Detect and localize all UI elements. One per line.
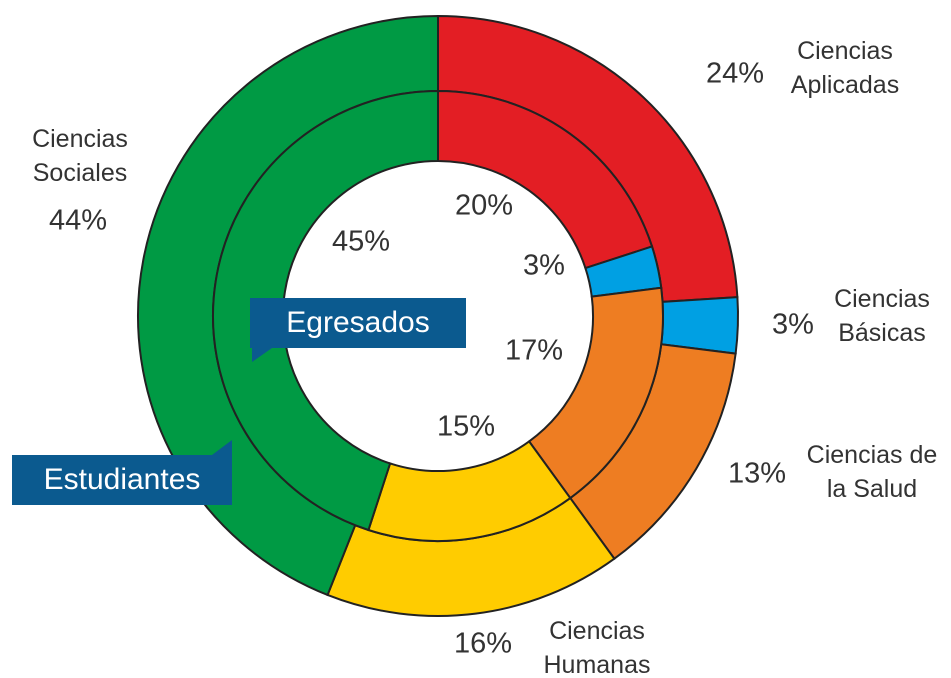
value-label: 13%: [728, 458, 786, 490]
rings: [137, 14, 739, 617]
category-line: Aplicadas: [791, 71, 899, 99]
value-label: 24%: [706, 58, 764, 90]
value-label: 17%: [505, 335, 563, 367]
category-label: Ciencias Básicas: [834, 285, 930, 347]
category-line: Sociales: [33, 159, 128, 187]
estudiantes-callout: Estudiantes: [12, 440, 232, 505]
category-line: Ciencias: [797, 37, 893, 65]
value-label: 15%: [437, 411, 495, 443]
value-label: 3%: [523, 250, 565, 282]
category-line: Ciencias: [549, 617, 645, 645]
value-label: 45%: [332, 226, 390, 258]
egresados-callout: Egresados: [250, 298, 466, 362]
category-line: Básicas: [838, 319, 926, 347]
value-label: 3%: [772, 309, 814, 341]
category-line: Ciencias de: [807, 441, 938, 469]
value-label: 44%: [49, 205, 107, 237]
callout-box: [12, 440, 232, 505]
series-label: Estudiantes: [44, 463, 201, 496]
value-label: 16%: [454, 628, 512, 660]
category-label: Ciencias Aplicadas: [791, 37, 899, 99]
category-line: Ciencias: [834, 285, 930, 313]
category-label: Ciencias Sociales: [32, 125, 128, 187]
category-label: Ciencias Humanas: [544, 617, 651, 678]
callout-box: [250, 298, 466, 362]
segment: [212, 89, 439, 532]
category-line: Humanas: [544, 651, 651, 678]
series-label: Egresados: [286, 306, 429, 339]
category-line: la Salud: [827, 475, 917, 503]
value-label: 20%: [455, 190, 513, 222]
category-line: Ciencias: [32, 125, 128, 153]
category-label: Ciencias de la Salud: [807, 441, 938, 503]
